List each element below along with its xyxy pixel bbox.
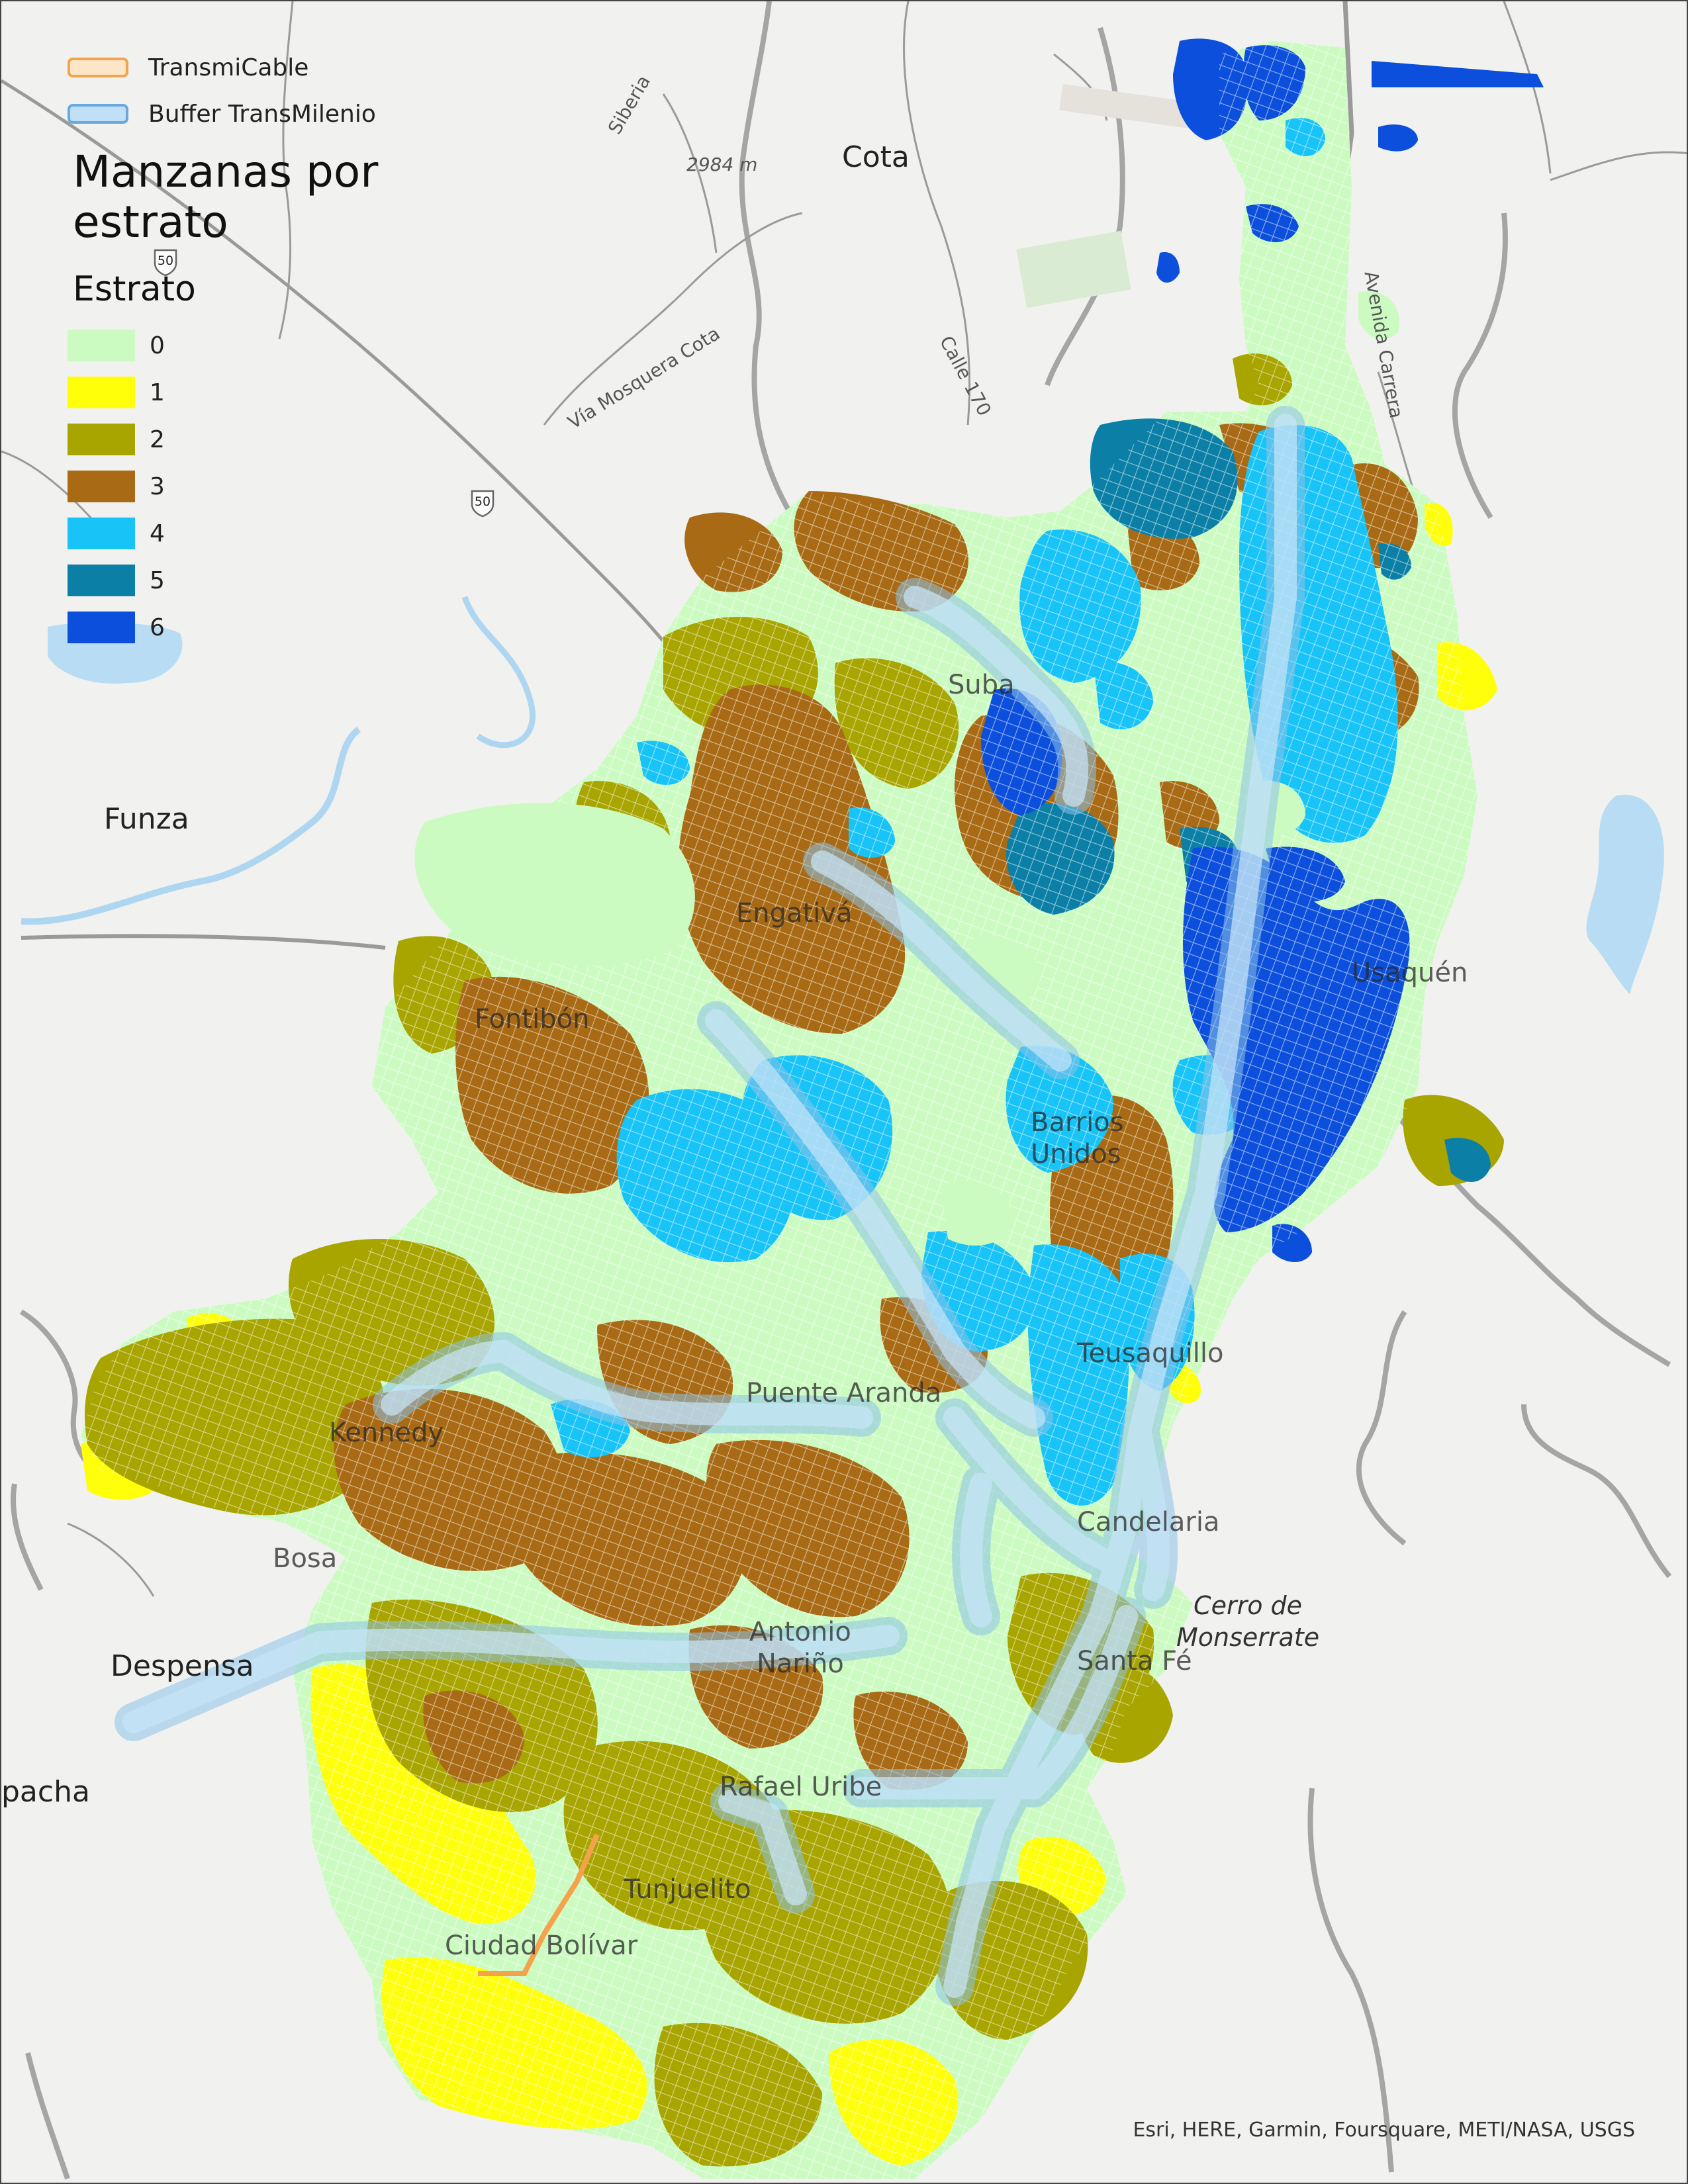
legend-subtitle: Estrato xyxy=(73,269,196,309)
locality-teusaquillo: Teusaquillo xyxy=(1077,1338,1224,1369)
buffer-transmilenio-label: Buffer TransMilenio xyxy=(148,100,376,128)
locality-bosa: Bosa xyxy=(273,1543,338,1574)
legend-buffer-transmilenio: Buffer TransMilenio xyxy=(68,94,376,134)
label-soacha: pacha xyxy=(1,1775,90,1809)
locality-barrios-unidos: Barrios Unidos xyxy=(1031,1107,1124,1169)
route-50-shield-north: 50 xyxy=(151,248,180,277)
label-cota: Cota xyxy=(842,140,910,174)
legend-estrato-5: 5 xyxy=(68,561,165,600)
estrato-0-label: 0 xyxy=(150,332,165,359)
map-attribution: Esri, HERE, Garmin, Foursquare, METI/NAS… xyxy=(1133,2118,1635,2142)
route-50-shield-south: 50 xyxy=(468,488,497,518)
label-elevation: 2984 m xyxy=(686,154,758,175)
legend-estrato-2: 2 xyxy=(68,420,165,459)
legend-transmicable: TransmiCable xyxy=(68,48,308,87)
estrato-6-label: 6 xyxy=(150,614,165,641)
buffer-transmilenio-swatch xyxy=(68,104,128,124)
label-despensa: Despensa xyxy=(111,1649,254,1683)
locality-ciudad-bolivar: Ciudad Bolívar xyxy=(445,1931,638,1961)
legend-estrato-0: 0 xyxy=(68,326,165,365)
locality-candelaria: Candelaria xyxy=(1077,1507,1220,1537)
municipal-boundaries xyxy=(11,1,1672,2180)
estrato-4-swatch xyxy=(68,518,135,549)
river-west-2 xyxy=(461,596,536,749)
estrato-1-label: 1 xyxy=(150,379,165,406)
river-west xyxy=(21,727,361,925)
estrato-6-swatch xyxy=(68,612,135,643)
transmicable-label: TransmiCable xyxy=(148,54,309,81)
legend-estrato-1: 1 xyxy=(68,373,165,412)
transmilenio-buffer xyxy=(115,406,1305,2006)
locality-santa-fe: Santa Fé xyxy=(1077,1646,1192,1676)
locality-rafael-uribe: Rafael Uribe xyxy=(720,1772,882,1802)
locality-usaquen: Usaquén xyxy=(1352,958,1468,988)
estrato-4-label: 4 xyxy=(150,520,165,547)
airport-strip-north xyxy=(1059,83,1207,131)
legend-estrato-4: 4 xyxy=(68,514,165,553)
estrato-3-label: 3 xyxy=(150,473,165,500)
field-north xyxy=(1016,230,1131,308)
locality-suba: Suba xyxy=(948,670,1015,700)
estrato-5-swatch xyxy=(68,565,135,596)
legend-title: Manzanas por estrato xyxy=(73,146,379,248)
estrato-5-label: 5 xyxy=(150,567,165,594)
label-funza: Funza xyxy=(104,802,189,836)
label-cerro-monserrate: Cerro de Monserrate xyxy=(1176,1591,1320,1652)
legend-estrato-6: 6 xyxy=(68,608,165,647)
locality-antonio-narino: Antonio Nariño xyxy=(749,1617,851,1679)
locality-fontibon: Fontibón xyxy=(475,1004,590,1034)
locality-puente-aranda: Puente Aranda xyxy=(746,1378,942,1408)
transmicable-line xyxy=(478,1833,600,1976)
estrato-2-label: 2 xyxy=(150,426,165,453)
locality-kennedy: Kennedy xyxy=(329,1418,444,1448)
estrato-2-swatch xyxy=(68,424,135,455)
transmicable-swatch xyxy=(68,58,128,77)
estrato-0-swatch xyxy=(68,330,135,361)
locality-tunjuelito: Tunjuelito xyxy=(624,1874,751,1905)
reservoir-east xyxy=(1586,794,1664,994)
legend-estrato-3: 3 xyxy=(68,467,165,506)
locality-engativa: Engativá xyxy=(736,898,853,929)
estrato-3-swatch xyxy=(68,471,135,502)
estrato-1-swatch xyxy=(68,377,135,408)
